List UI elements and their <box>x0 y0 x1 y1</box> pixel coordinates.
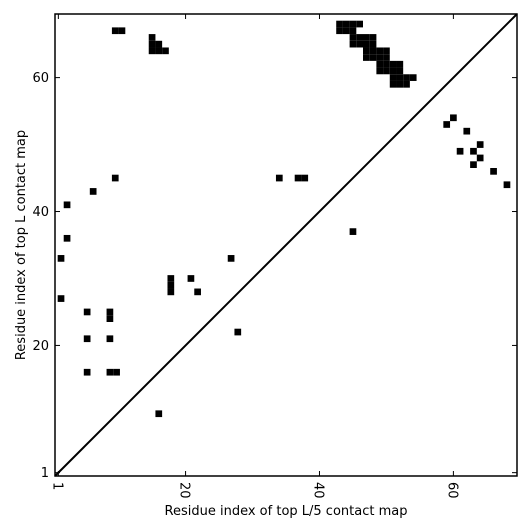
contact-point <box>463 127 471 135</box>
contact-point <box>396 67 404 75</box>
plot-frame <box>54 13 518 477</box>
contact-point <box>63 201 71 209</box>
contact-point <box>356 34 363 41</box>
contact-point <box>167 288 175 296</box>
contact-point <box>83 368 91 376</box>
contact-point <box>369 40 377 48</box>
diagonal-line <box>54 13 518 477</box>
contact-point <box>363 34 370 41</box>
contact-point <box>187 275 195 282</box>
contact-point <box>148 40 156 48</box>
y-tick-label: 1 <box>41 466 49 481</box>
contact-point <box>155 410 163 418</box>
contact-point <box>356 20 363 28</box>
contact-point <box>349 228 357 235</box>
contact-point <box>106 335 114 343</box>
contact-point <box>148 47 156 55</box>
contact-point <box>106 315 114 322</box>
contact-point <box>383 54 390 61</box>
contact-point <box>336 27 343 35</box>
contact-point <box>342 27 350 35</box>
contact-point <box>476 141 484 148</box>
contact-point <box>470 147 477 155</box>
contact-point <box>106 308 114 316</box>
contact-point <box>194 288 201 296</box>
contact-point <box>409 74 417 81</box>
contact-point <box>83 335 91 343</box>
contact-point <box>369 47 377 55</box>
contact-point <box>349 34 357 41</box>
contact-point <box>106 368 114 376</box>
contact-point <box>363 54 370 61</box>
contact-point <box>396 74 404 81</box>
y-tick-label: 60 <box>32 71 49 86</box>
contact-point <box>349 20 357 28</box>
x-tick-label: 1 <box>49 482 64 490</box>
contact-point <box>83 308 91 316</box>
contact-point <box>363 40 370 48</box>
contact-point <box>155 47 163 55</box>
contact-point <box>162 47 169 55</box>
contact-point <box>294 174 302 182</box>
contact-point <box>63 234 71 242</box>
contact-point <box>342 20 350 28</box>
contact-point <box>356 40 363 48</box>
contact-point <box>383 67 390 75</box>
contact-point <box>349 27 357 35</box>
contact-point <box>234 328 242 336</box>
contact-point <box>111 174 119 182</box>
y-tick-label: 40 <box>32 205 49 220</box>
contact-point <box>301 174 309 182</box>
contact-point <box>396 60 404 68</box>
contact-point <box>275 174 283 182</box>
contact-point <box>476 154 484 162</box>
contact-point <box>376 47 384 55</box>
contact-point <box>450 114 457 122</box>
x-axis-label: Residue index of top L/5 contact map <box>165 504 408 519</box>
contact-point <box>389 74 397 81</box>
contact-points <box>57 20 511 418</box>
contact-point <box>443 121 451 128</box>
contact-point <box>403 74 410 81</box>
x-tick-label: 20 <box>177 482 192 499</box>
contact-point <box>148 34 156 41</box>
contact-point <box>503 181 511 189</box>
contact-point <box>363 47 370 55</box>
contact-point <box>89 188 97 195</box>
y-axis-label: Residue index of top L contact map <box>14 130 29 360</box>
contact-point <box>336 20 343 28</box>
contact-point <box>57 255 65 262</box>
x-tick-label: 40 <box>310 482 325 499</box>
contact-point <box>389 60 397 68</box>
y-tick-label: 20 <box>32 339 49 354</box>
contact-point <box>403 80 410 88</box>
contact-point <box>369 34 377 41</box>
contact-point <box>389 67 397 75</box>
contact-point <box>389 80 397 88</box>
contact-point <box>227 255 235 262</box>
contact-point <box>376 60 384 68</box>
contact-point <box>369 54 377 61</box>
contact-point <box>167 281 175 289</box>
contact-point <box>155 40 163 48</box>
contact-point <box>470 161 477 168</box>
contact-point <box>349 40 357 48</box>
axis-ticks: 1 20 40 60 1 20 40 60 <box>32 14 517 499</box>
contact-point <box>118 27 126 35</box>
x-tick-label: 60 <box>444 482 459 499</box>
contact-point <box>383 47 390 55</box>
contact-point <box>490 168 497 175</box>
contact-point <box>167 275 175 282</box>
contact-point <box>383 60 390 68</box>
contact-point <box>456 147 464 155</box>
contact-point <box>376 54 384 61</box>
contact-point <box>376 67 384 75</box>
contact-point <box>113 368 120 376</box>
contact-point <box>57 295 65 302</box>
contact-point <box>396 80 404 88</box>
contact-point <box>111 27 119 35</box>
